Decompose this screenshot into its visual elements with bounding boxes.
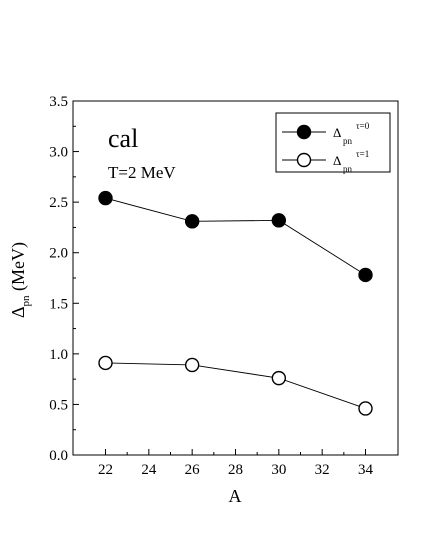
annotation-temperature: T=2 MeV bbox=[108, 163, 176, 182]
y-axis-title-sub: pn bbox=[20, 295, 32, 307]
y-tick-label: 3.0 bbox=[49, 145, 68, 161]
y-tick-label: 0.0 bbox=[49, 448, 68, 464]
y-tick-label: 1.5 bbox=[49, 296, 68, 312]
legend-label-sup: τ=1 bbox=[356, 149, 369, 159]
y-axis-title-main: Δ bbox=[8, 306, 28, 318]
y-axis-title-rest: (MeV) bbox=[8, 242, 29, 295]
svg-text:Δpn (MeV): Δpn (MeV) bbox=[8, 242, 32, 318]
x-tick-label: 24 bbox=[141, 462, 157, 478]
annotation-cal: cal bbox=[108, 124, 138, 153]
y-tick-label: 1.0 bbox=[49, 347, 68, 363]
series-layer bbox=[98, 190, 373, 416]
y-tick-label: 2.5 bbox=[49, 195, 68, 211]
x-axis-title: A bbox=[229, 486, 242, 506]
x-tick-label: 28 bbox=[228, 462, 243, 478]
series-0-line bbox=[105, 197, 366, 276]
legend-label-sup: τ=0 bbox=[356, 121, 370, 131]
x-tick-label: 22 bbox=[98, 462, 113, 478]
series-0-point bbox=[358, 267, 373, 283]
x-tick-label: 34 bbox=[358, 462, 374, 478]
series-1-point bbox=[184, 357, 200, 373]
legend-label-sub: pn bbox=[343, 136, 353, 146]
series-1-point bbox=[271, 370, 287, 386]
series-1-line bbox=[105, 362, 366, 409]
ticks-layer: 22 24 26 28 30 32 34 0.0 0.5 1.0 1.5 2.0 2.5 3.0 3.5 bbox=[49, 94, 373, 478]
legend-label-main: Δ bbox=[333, 153, 341, 168]
series-0-point bbox=[271, 213, 287, 228]
y-tick-label: 3.5 bbox=[49, 94, 68, 110]
series-0-point bbox=[184, 214, 200, 229]
y-axis-title: Δpn (MeV) bbox=[8, 242, 32, 318]
y-tick-label: 0.5 bbox=[49, 397, 68, 413]
legend-label-sub: pn bbox=[343, 164, 353, 174]
legend-marker bbox=[296, 152, 312, 168]
series-0-point bbox=[98, 190, 113, 206]
series-1-point bbox=[358, 401, 373, 416]
x-tick-label: 32 bbox=[315, 462, 330, 478]
series-1-point bbox=[98, 355, 113, 371]
legend-box bbox=[275, 112, 391, 173]
legend-label-main: Δ bbox=[333, 125, 341, 140]
x-tick-label: 30 bbox=[271, 462, 286, 478]
x-tick-label: 26 bbox=[185, 462, 201, 478]
y-tick-label: 2.0 bbox=[49, 246, 68, 262]
legend-marker bbox=[296, 124, 312, 140]
